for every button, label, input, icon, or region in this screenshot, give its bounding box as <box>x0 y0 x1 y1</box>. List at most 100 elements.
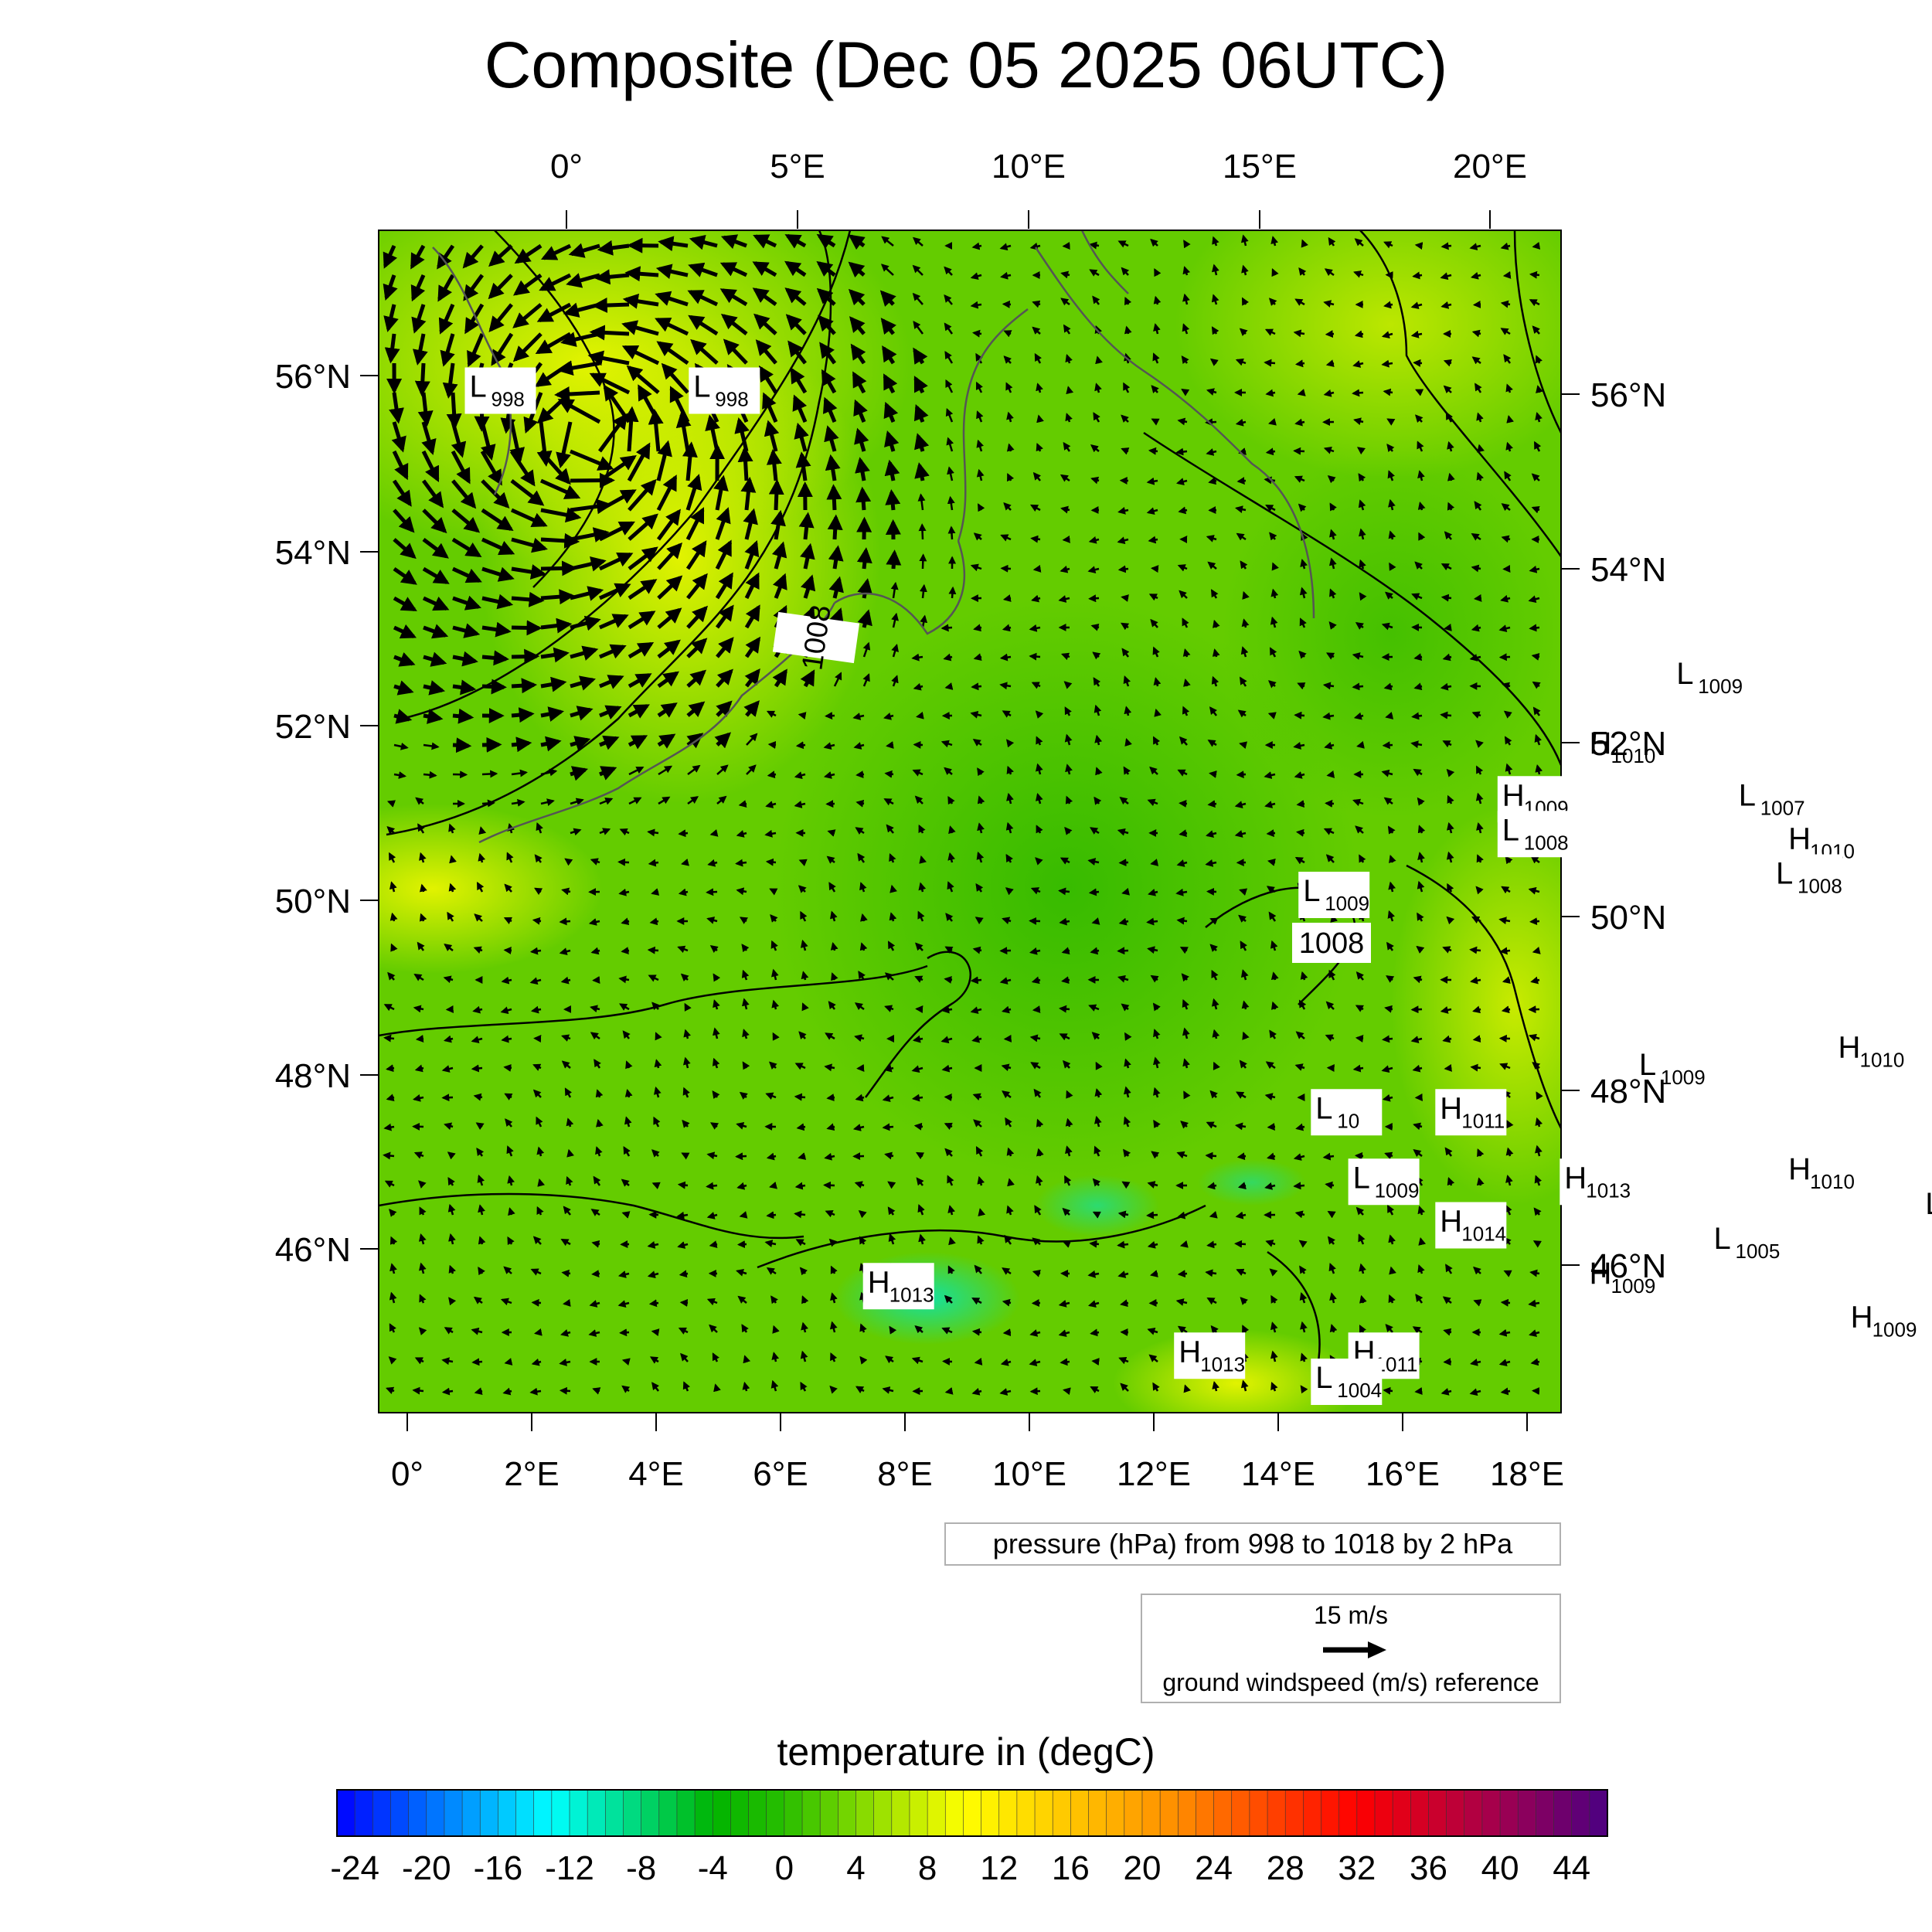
wind-arrow <box>681 858 689 866</box>
wind-arrow <box>1002 1267 1012 1275</box>
wind-arrow <box>501 976 512 985</box>
wind-arrow <box>744 636 761 658</box>
wind-arrow <box>687 796 699 805</box>
wind-arrow <box>1123 1148 1131 1158</box>
wind-arrow <box>1123 766 1131 775</box>
wind-arrow <box>419 883 427 893</box>
wind-arrow <box>1032 1005 1041 1013</box>
wind-arrow <box>1035 857 1043 866</box>
high-pressure-label: H 1013 <box>1560 1158 1631 1206</box>
wind-arrow <box>438 303 455 335</box>
colorbar-cell <box>944 1789 964 1837</box>
wind-arrow <box>679 1298 689 1307</box>
wind-arrow <box>1065 413 1073 423</box>
wind-arrow <box>628 513 658 541</box>
right-lat-label: 52°N <box>1590 725 1666 763</box>
colorbar-tick-label: 40 <box>1481 1849 1519 1887</box>
wind-arrow <box>948 825 956 835</box>
wind-arrow <box>883 373 898 394</box>
wind-arrow <box>598 521 635 542</box>
wind-arrow <box>826 1094 835 1102</box>
wind-arrow <box>920 614 928 628</box>
wind-arrow <box>437 274 455 302</box>
wind-arrow <box>678 888 689 896</box>
wind-arrow <box>653 1116 661 1128</box>
wind-arrow <box>1117 1270 1129 1278</box>
wind-arrow <box>1089 269 1100 277</box>
wind-arrow <box>709 1324 718 1333</box>
wind-arrow <box>977 1235 985 1245</box>
colorbar-title: temperature in (degC) <box>777 1730 1155 1774</box>
wind-arrow <box>462 244 484 269</box>
low-pressure-label: L 1009 <box>1298 872 1370 918</box>
colorbar-tick-label: 28 <box>1267 1849 1304 1887</box>
wind-arrow <box>647 946 659 954</box>
wind-arrow <box>945 407 954 423</box>
wind-reference-arrow-icon <box>1323 1641 1386 1658</box>
wind-arrow <box>441 1387 454 1396</box>
wind-arrow <box>945 913 954 922</box>
wind-arrow <box>570 586 604 601</box>
wind-arrow <box>977 767 985 777</box>
wind-arrow <box>686 669 707 688</box>
wind-arrow <box>1092 295 1100 305</box>
top-lon-label: 20°E <box>1453 148 1527 185</box>
wind-arrow <box>970 301 982 309</box>
wind-arrow <box>689 234 718 250</box>
wind-arrow <box>830 1352 838 1362</box>
wind-arrow <box>389 912 398 922</box>
colorbar-cell <box>1571 1789 1590 1837</box>
wind-arrow <box>970 1006 982 1015</box>
wind-arrow <box>798 1152 807 1160</box>
wind-arrow <box>1469 946 1481 954</box>
wind-arrow <box>891 643 899 658</box>
wind-arrow <box>948 1236 956 1246</box>
wind-arrow <box>1206 1240 1217 1249</box>
wind-arrow <box>1148 594 1158 601</box>
wind-arrow <box>559 1386 571 1395</box>
wind-arrow <box>720 234 747 250</box>
wind-arrow <box>712 1027 720 1039</box>
wind-arrow <box>563 1299 571 1307</box>
colorbar-cell <box>1410 1789 1430 1837</box>
wind-arrow <box>911 1356 923 1365</box>
wind-arrow <box>1058 1329 1070 1338</box>
wind-arrow <box>913 1122 923 1131</box>
wind-arrow <box>794 1182 806 1190</box>
wind-arrow <box>686 701 706 717</box>
wind-arrow <box>801 971 809 981</box>
wind-arrow <box>686 573 708 600</box>
wind-arrow <box>785 314 807 335</box>
wind-arrow <box>855 1386 865 1393</box>
wind-arrow <box>1266 829 1276 838</box>
wind-arrow <box>1117 565 1129 573</box>
wind-arrow <box>1121 1181 1131 1189</box>
wind-arrow <box>656 341 689 366</box>
wind-arrow <box>540 647 570 663</box>
wind-arrow <box>599 735 620 750</box>
wind-arrow <box>706 1182 718 1190</box>
wind-arrow <box>858 971 866 981</box>
wind-arrow <box>649 1356 659 1364</box>
wind-arrow <box>798 859 808 866</box>
svg-text:1013: 1013 <box>1586 1179 1631 1202</box>
wind-arrow <box>447 1151 456 1160</box>
wind-arrow <box>855 486 872 511</box>
wind-arrow <box>679 1270 689 1278</box>
colorbar-tick-label: 0 <box>775 1849 794 1887</box>
wind-arrow <box>686 605 709 629</box>
wind-arrow <box>393 566 417 585</box>
wind-arrow <box>859 1323 867 1333</box>
wind-arrow <box>503 1266 512 1274</box>
colorbar-cell <box>1481 1789 1501 1837</box>
colorbar-tick-label: 8 <box>918 1849 937 1887</box>
wind-arrow <box>1036 414 1044 423</box>
wind-arrow <box>388 1356 397 1365</box>
wind-arrow <box>944 1148 953 1157</box>
wind-arrow <box>855 827 865 835</box>
wind-arrow <box>655 264 689 279</box>
wind-arrow <box>599 705 622 720</box>
wind-arrow <box>682 1056 691 1069</box>
wind-arrow <box>622 293 659 309</box>
colorbar-tick-label: -24 <box>330 1849 379 1887</box>
